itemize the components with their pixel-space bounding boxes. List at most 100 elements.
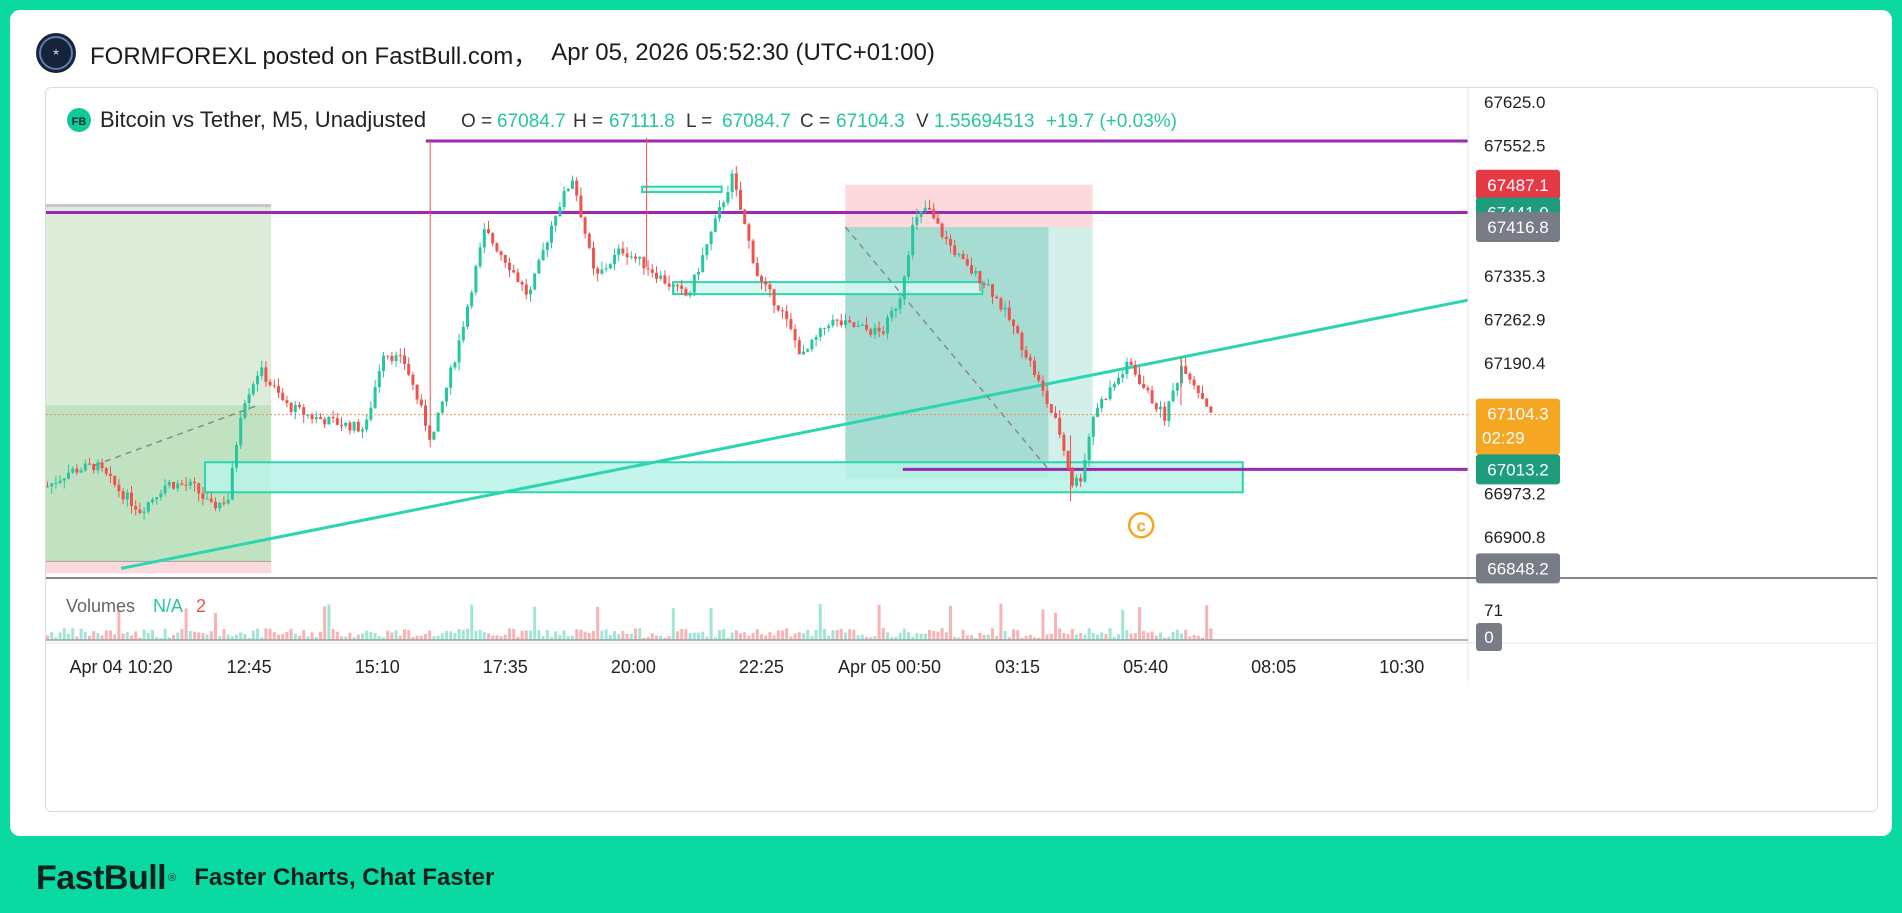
x-tick-label: 03:15	[995, 657, 1040, 677]
candle-body	[277, 386, 280, 393]
candle-body	[613, 254, 616, 265]
candle-body	[545, 242, 549, 251]
candle-body	[373, 387, 377, 408]
volume-bar	[713, 636, 717, 640]
candle-body	[999, 298, 1003, 310]
volume-bar	[1070, 628, 1074, 640]
volume-bar	[83, 631, 87, 640]
y-tick-label: 66973.2	[1484, 484, 1545, 503]
volume-bar	[1192, 634, 1196, 640]
volume-bar	[92, 631, 96, 640]
volume-bar	[1003, 631, 1007, 640]
price-badge-gray	[1476, 212, 1560, 243]
candle-body	[58, 480, 62, 483]
candle-body	[470, 292, 474, 307]
candle-body	[881, 331, 885, 334]
candle-body	[1205, 398, 1209, 407]
ohlc-readout-item: 67084.7	[722, 111, 791, 132]
volume-bar	[58, 632, 62, 640]
volume-bar	[331, 628, 335, 640]
candle-body	[403, 355, 406, 365]
candle-body	[1184, 366, 1188, 374]
candle-body	[949, 238, 952, 246]
candle-body	[466, 306, 469, 327]
volume-bar	[1180, 633, 1183, 640]
candle-body	[550, 225, 553, 243]
candle-body	[676, 284, 679, 286]
candle-body	[71, 468, 75, 473]
candle-body	[54, 482, 58, 484]
candle-body	[474, 266, 478, 293]
volume-bar	[516, 636, 520, 640]
candlestick-chart[interactable]: c67625.067552.567335.367262.967190.46704…	[46, 88, 1877, 811]
candle-body	[75, 468, 79, 473]
volume-bar	[575, 629, 579, 640]
candle-body	[860, 324, 864, 326]
candle-body	[1096, 408, 1099, 417]
volume-bar	[1024, 636, 1028, 640]
candle-body	[1003, 307, 1007, 310]
volume-bar	[71, 628, 75, 640]
candle-body	[46, 486, 49, 488]
candle-body	[533, 273, 537, 290]
volume-bar	[260, 637, 264, 640]
candle-body	[844, 320, 847, 326]
trendline	[120, 298, 1469, 570]
volume-bar	[172, 634, 175, 640]
volume-bar	[1007, 637, 1011, 640]
volume-bar	[306, 636, 310, 640]
volume-bar	[692, 632, 696, 640]
candle-body	[163, 485, 167, 494]
long-position-target-zone	[46, 207, 272, 406]
candle-body	[806, 349, 810, 352]
zone-supply-thin	[641, 185, 723, 194]
candle-body	[113, 475, 117, 485]
author-avatar[interactable]: ★	[36, 33, 76, 73]
candle-body	[537, 260, 541, 274]
volume-bar	[407, 630, 411, 640]
candle-body	[230, 467, 234, 500]
volume-bar	[340, 636, 343, 640]
volume-bar	[256, 628, 259, 640]
candle-body	[894, 308, 898, 311]
candle-body	[751, 240, 755, 263]
volume-bar	[1150, 631, 1154, 640]
volume-bar	[54, 637, 58, 640]
volume-bar	[755, 629, 759, 640]
volume-bar	[356, 634, 360, 640]
candle-body	[692, 274, 696, 293]
candle-body	[516, 272, 520, 282]
volume-bar	[974, 637, 978, 640]
volume-bar	[1138, 607, 1141, 640]
candle-body	[650, 269, 654, 273]
ohlc-readout-item: L =	[686, 111, 712, 132]
volume-bar	[957, 637, 961, 640]
volume-bar	[587, 632, 591, 640]
candle-body	[575, 180, 579, 196]
candle-body	[923, 207, 927, 211]
candle-body	[415, 384, 419, 400]
volume-bar	[970, 635, 973, 640]
candle-body	[562, 190, 566, 208]
candle-body	[461, 326, 465, 341]
volume-bar	[844, 632, 847, 640]
ohlc-readout-item: 67111.8	[609, 111, 675, 132]
volume-bar	[638, 628, 642, 640]
candle-body	[1075, 477, 1078, 486]
volume-bar	[403, 629, 406, 640]
volume-bar	[428, 630, 432, 640]
ohlc-readout-item: C =	[800, 111, 830, 132]
volume-bar	[377, 635, 381, 640]
candle-body	[869, 329, 873, 335]
volume-bar	[453, 632, 457, 640]
brand-registered-mark: ®	[168, 872, 177, 884]
volume-bar	[550, 637, 553, 640]
volume-bar	[1121, 609, 1125, 640]
volume-bar	[810, 635, 814, 640]
candle-body	[1016, 326, 1020, 333]
volume-bar	[474, 630, 478, 640]
chart-frame[interactable]: c67625.067552.567335.367262.967190.46704…	[45, 87, 1878, 812]
volume-bar	[831, 630, 835, 640]
price-badge-gray	[1476, 553, 1560, 584]
candle-body	[151, 499, 154, 503]
